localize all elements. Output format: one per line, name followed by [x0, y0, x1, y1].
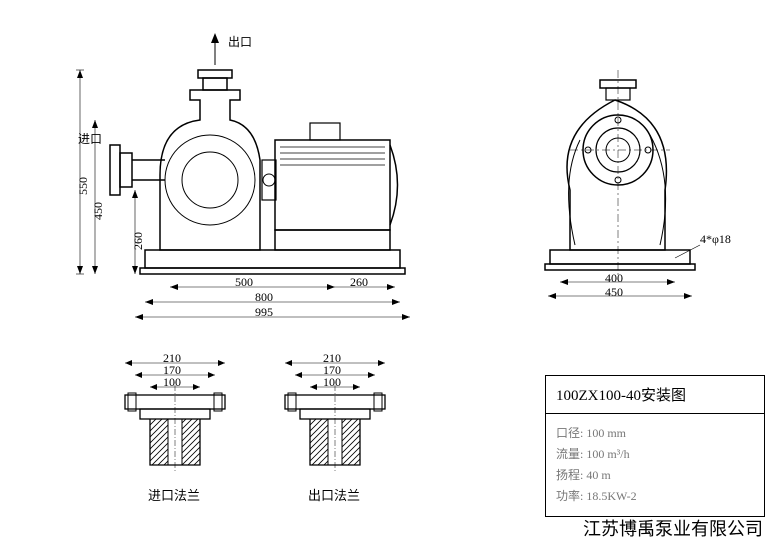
front-view: 4*φ18 400 450 [500, 50, 740, 310]
label-inlet: 进口 [78, 130, 102, 147]
dim-550: 550 [76, 177, 91, 195]
label-outlet: 出口 [228, 33, 252, 50]
drawing-title: 100ZX100-40安装图 [546, 376, 764, 414]
dim-260h: 260 [350, 275, 368, 290]
title-block: 100ZX100-40安装图 口径: 100 mm 流量: 100 m³/h 扬… [545, 375, 765, 517]
spec-caliber: 口径: 100 mm [546, 422, 764, 443]
flange-views: 210 170 100 210 170 100 进口法兰 出口法兰 [100, 345, 420, 515]
dim-500: 500 [235, 275, 253, 290]
spec-power: 功率: 18.5KW-2 [546, 485, 764, 506]
spec-power-label: 功率: [556, 489, 583, 503]
spec-power-value: 18.5KW-2 [586, 489, 636, 503]
dim-995: 995 [255, 305, 273, 320]
flange-l-100: 100 [163, 375, 181, 390]
inlet-flange-caption: 进口法兰 [148, 485, 200, 504]
flange-r-100: 100 [323, 375, 341, 390]
bolt-note: 4*φ18 [700, 232, 731, 247]
side-view: 出口 进口 550 450 260 500 260 800 995 [40, 25, 440, 325]
outlet-flange-caption: 出口法兰 [308, 485, 360, 504]
spec-head-label: 扬程: [556, 468, 583, 482]
spec-flow: 流量: 100 m³/h [546, 443, 764, 464]
dim-400: 400 [605, 271, 623, 286]
company-name: 江苏博禹泵业有限公司 [583, 515, 763, 541]
spec-flow-value: 100 m³/h [586, 447, 629, 461]
dim-260v: 260 [131, 232, 146, 250]
dim-800: 800 [255, 290, 273, 305]
spec-flow-label: 流量: [556, 447, 583, 461]
spec-caliber-value: 100 mm [586, 426, 626, 440]
spec-head: 扬程: 40 m [546, 464, 764, 485]
dim-450: 450 [91, 202, 106, 220]
dim-450f: 450 [605, 285, 623, 300]
spec-caliber-label: 口径: [556, 426, 583, 440]
spec-head-value: 40 m [586, 468, 610, 482]
